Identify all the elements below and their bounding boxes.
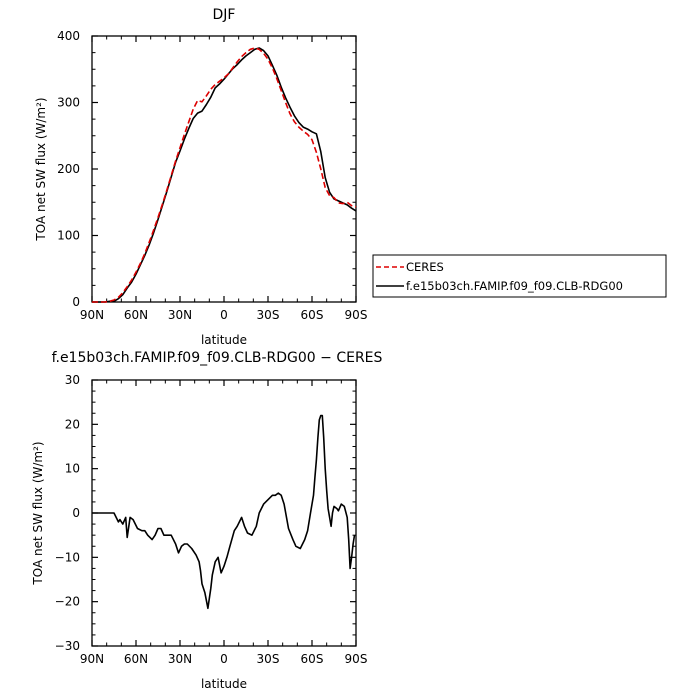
bottom-y-tick-label: 30 bbox=[65, 373, 80, 387]
legend: CERES f.e15b03ch.FAMIP.f09_f09.CLB-RDG00 bbox=[372, 254, 667, 298]
bottom-y-tick-label: −10 bbox=[55, 550, 80, 564]
top-series-line-ceres bbox=[92, 47, 357, 303]
bottom-chart-title: f.e15b03ch.FAMIP.f09_f09.CLB-RDG00 − CER… bbox=[52, 350, 383, 366]
top-y-tick-label: 200 bbox=[57, 162, 80, 176]
bottom-y-tick-label: 20 bbox=[65, 417, 80, 431]
legend-ceres-label: CERES bbox=[406, 260, 444, 274]
top-x-tick-label: 90S bbox=[345, 308, 368, 322]
legend-box bbox=[372, 254, 667, 298]
bottom-panel: f.e15b03ch.FAMIP.f09_f09.CLB-RDG00 − CER… bbox=[31, 350, 383, 691]
bottom-x-tick-label: 60N bbox=[124, 652, 148, 666]
top-series-lines bbox=[92, 47, 357, 303]
top-y-tick-label: 0 bbox=[72, 295, 80, 309]
bottom-x-tick-label: 60S bbox=[301, 652, 324, 666]
bottom-series-lines bbox=[92, 414, 356, 610]
top-x-tick-label: 0 bbox=[220, 308, 228, 322]
bottom-y-tick-label: 0 bbox=[72, 506, 80, 520]
top-x-tick-label: 30S bbox=[257, 308, 280, 322]
top-x-tick-label: 30N bbox=[168, 308, 192, 322]
legend-model-label: f.e15b03ch.FAMIP.f09_f09.CLB-RDG00 bbox=[406, 279, 623, 293]
bottom-x-tick-label: 0 bbox=[220, 652, 228, 666]
bottom-x-axis-label: latitude bbox=[201, 677, 247, 691]
bottom-y-axis-label: TOA net SW flux (W/m²) bbox=[31, 441, 45, 585]
top-x-axis-label: latitude bbox=[201, 333, 247, 347]
top-chart-title: DJF bbox=[213, 7, 236, 23]
bottom-x-tick-label: 90N bbox=[80, 652, 104, 666]
top-y-tick-label: 400 bbox=[57, 29, 80, 43]
top-x-tick-label: 60N bbox=[124, 308, 148, 322]
bottom-x-tick-label: 90S bbox=[345, 652, 368, 666]
top-y-tick-label: 100 bbox=[57, 229, 80, 243]
top-x-tick-label: 60S bbox=[301, 308, 324, 322]
bottom-x-tick-label: 30S bbox=[257, 652, 280, 666]
top-plot-frame bbox=[91, 35, 357, 303]
bottom-y-tick-label: −30 bbox=[55, 639, 80, 653]
top-panel: DJF 90N 60N 30N 0 30S 60S 90S 0 100 200 300 400 lat… bbox=[34, 7, 367, 347]
bottom-x-tick-label: 30N bbox=[168, 652, 192, 666]
bottom-series-line-difference bbox=[92, 414, 356, 610]
top-axis-ticks: 90N 60N 30N 0 30S 60S 90S 0 100 200 300 400 bbox=[57, 29, 367, 322]
bottom-axis-ticks: 90N 60N 30N 0 30S 60S 90S −30 −20 −10 0 10 20 30 bbox=[55, 373, 368, 666]
bottom-plot-frame bbox=[91, 379, 357, 647]
bottom-y-tick-label: −20 bbox=[55, 595, 80, 609]
bottom-y-tick-label: 10 bbox=[65, 462, 80, 476]
top-y-axis-label: TOA net SW flux (W/m²) bbox=[34, 97, 48, 241]
top-x-tick-label: 90N bbox=[80, 308, 104, 322]
top-y-tick-label: 300 bbox=[57, 96, 80, 110]
top-series-line-f-e15b03ch-famip-f09-f09-clb-rdg00 bbox=[92, 47, 357, 303]
